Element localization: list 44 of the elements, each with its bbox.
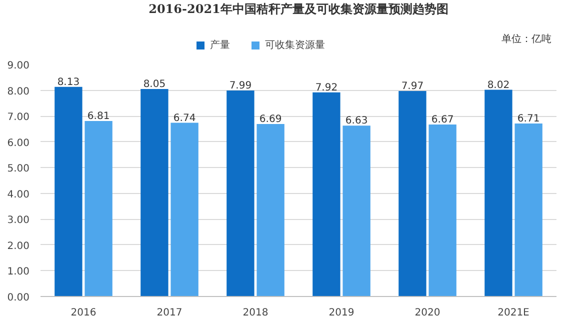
legend-label: 可收集资源量 bbox=[264, 39, 325, 52]
y-tick-label: 5.00 bbox=[7, 164, 30, 175]
y-tick-label: 8.00 bbox=[7, 86, 30, 98]
y-tick-label: 4.00 bbox=[7, 189, 30, 200]
x-tick-label: 2017 bbox=[156, 308, 182, 318]
data-label: 7.92 bbox=[315, 82, 338, 94]
y-tick-label: 6.00 bbox=[7, 138, 30, 149]
data-label: 6.67 bbox=[431, 114, 454, 126]
y-tick-label: 3.00 bbox=[7, 215, 30, 226]
text: 单位：亿吨 bbox=[501, 33, 552, 46]
x-tick-label: 2020 bbox=[414, 308, 440, 318]
bar bbox=[428, 124, 456, 296]
data-label: 7.99 bbox=[229, 80, 252, 92]
bar bbox=[342, 126, 370, 296]
bar bbox=[84, 120, 112, 296]
data-label: 6.69 bbox=[259, 114, 282, 126]
y-tick-label: 0.00 bbox=[7, 292, 30, 304]
chart-title: 2016-2021年中国秸秆产量及可收集资源量预测趋势图 bbox=[148, 2, 448, 16]
data-label: 8.02 bbox=[487, 80, 510, 91]
data-label: 6.71 bbox=[517, 114, 540, 125]
bar bbox=[140, 88, 168, 296]
data-label: 8.13 bbox=[57, 76, 80, 88]
data-label: 7.97 bbox=[401, 81, 424, 92]
y-tick-label: 2.00 bbox=[7, 240, 30, 252]
bar bbox=[484, 90, 512, 296]
x-tick-label: 2019 bbox=[328, 308, 354, 318]
bar bbox=[398, 91, 426, 296]
data-label: 6.74 bbox=[173, 112, 196, 124]
x-tick-label: 2021E bbox=[498, 308, 530, 318]
y-tick-label: 9.00 bbox=[7, 60, 30, 72]
data-label: 6.63 bbox=[345, 116, 368, 127]
bar bbox=[312, 92, 340, 296]
y-tick-label: 1.00 bbox=[7, 266, 30, 278]
y-tick-label: 7.00 bbox=[7, 112, 30, 124]
bar bbox=[54, 86, 82, 296]
x-tick-label: 2016 bbox=[70, 308, 96, 318]
data-label: 6.81 bbox=[87, 110, 110, 122]
bar bbox=[514, 124, 542, 296]
bar bbox=[170, 122, 198, 296]
x-tick-label: 2018 bbox=[242, 308, 268, 318]
bar bbox=[256, 124, 284, 296]
legend-label: 产量 bbox=[210, 38, 230, 52]
bar bbox=[226, 90, 254, 296]
data-label: 8.05 bbox=[143, 78, 166, 90]
